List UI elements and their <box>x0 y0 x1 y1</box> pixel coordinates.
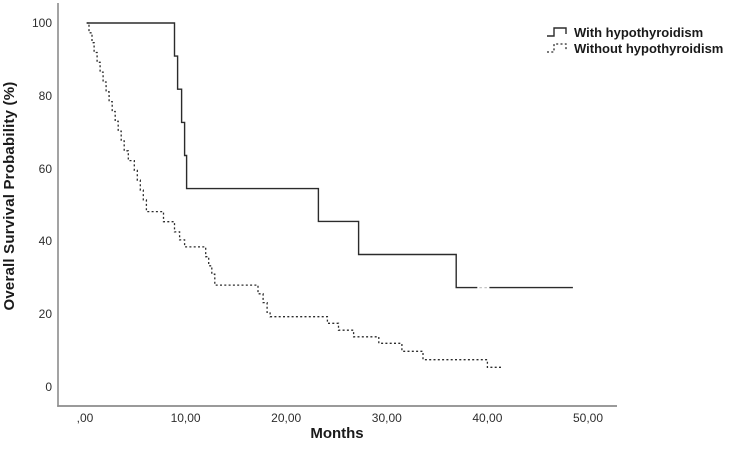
legend-item-without-hypothyroidism: Without hypothyroidism <box>546 40 723 56</box>
y-tick-label: 80 <box>38 88 52 103</box>
series-dashed-curve <box>86 22 503 368</box>
y-tick-label: 20 <box>38 307 52 322</box>
dashed-step-line-icon <box>547 43 567 53</box>
x-tick-label: 40,00 <box>472 411 503 425</box>
legend: With hypothyroidism Without hypothyroidi… <box>546 24 723 56</box>
x-tick-label: 50,00 <box>572 411 604 425</box>
y-tick-label: 40 <box>38 234 52 249</box>
y-tick-label: 60 <box>38 161 52 176</box>
x-tick-label: ,00 <box>76 411 94 425</box>
series-layer <box>86 22 573 368</box>
x-axis-title: Months <box>310 425 364 442</box>
x-tick-label: 20,00 <box>271 411 302 425</box>
legend-label: With hypothyroidism <box>574 24 704 40</box>
legend-item-with-hypothyroidism: With hypothyroidism <box>546 24 723 40</box>
legend-label: Without hypothyroidism <box>574 40 724 56</box>
y-tick-label: 100 <box>31 16 52 30</box>
solid-step-line-icon <box>547 27 567 37</box>
x-tick-label: 10,00 <box>170 411 201 425</box>
y-axis-title: Overall Survival Probability (%) <box>1 81 18 311</box>
x-tick-label: 30,00 <box>371 411 402 425</box>
y-tick-label: 0 <box>45 380 52 394</box>
series-solid-curve <box>87 22 478 289</box>
